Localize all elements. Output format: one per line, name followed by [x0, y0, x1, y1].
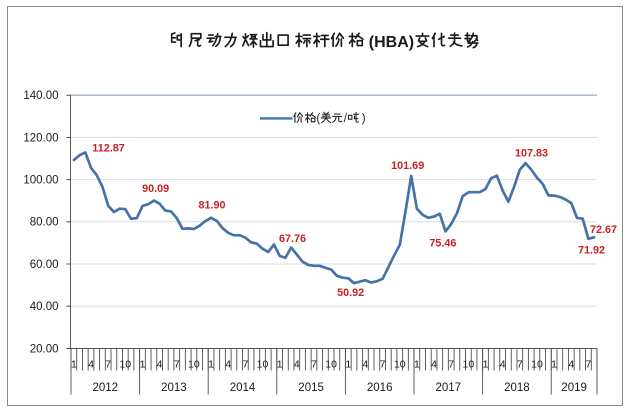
- svg-text:1: 1: [277, 359, 283, 371]
- svg-text:75.46: 75.46: [429, 238, 456, 250]
- svg-text:4: 4: [88, 359, 94, 371]
- svg-text:60.00: 60.00: [30, 259, 59, 271]
- svg-text:71.92: 71.92: [578, 244, 605, 256]
- svg-text:7: 7: [311, 359, 317, 371]
- svg-text:2016: 2016: [367, 382, 393, 394]
- svg-text:120.00: 120.00: [23, 132, 58, 144]
- svg-text:10: 10: [463, 359, 475, 371]
- svg-text:7: 7: [585, 359, 591, 371]
- svg-text:10: 10: [257, 359, 269, 371]
- svg-text:40.00: 40.00: [30, 301, 59, 313]
- svg-text:2017: 2017: [436, 382, 462, 394]
- svg-text:4: 4: [362, 359, 368, 371]
- svg-text:140.00: 140.00: [23, 90, 58, 102]
- svg-text:81.90: 81.90: [198, 200, 225, 212]
- svg-text:7: 7: [517, 359, 523, 371]
- svg-text:7: 7: [174, 359, 180, 371]
- svg-text:1: 1: [140, 359, 146, 371]
- svg-text:2018: 2018: [504, 382, 530, 394]
- svg-text:20.00: 20.00: [30, 343, 59, 355]
- svg-text:10: 10: [325, 359, 337, 371]
- svg-text:7: 7: [105, 359, 111, 371]
- svg-text:72.67: 72.67: [590, 224, 617, 236]
- svg-text:107.83: 107.83: [515, 147, 548, 159]
- svg-text:7: 7: [380, 359, 386, 371]
- svg-text:80.00: 80.00: [30, 217, 59, 229]
- svg-text:4: 4: [294, 359, 300, 371]
- svg-text:/: /: [344, 113, 348, 125]
- svg-text:100.00: 100.00: [23, 175, 58, 187]
- svg-text:1: 1: [208, 359, 214, 371]
- svg-text:7: 7: [448, 359, 454, 371]
- svg-text:4: 4: [431, 359, 437, 371]
- svg-text:90.09: 90.09: [142, 183, 169, 195]
- svg-text:2012: 2012: [93, 382, 119, 394]
- svg-text:1: 1: [414, 359, 420, 371]
- svg-text:10: 10: [119, 359, 131, 371]
- svg-text:4: 4: [157, 359, 163, 371]
- svg-text:7: 7: [242, 359, 248, 371]
- svg-text:): ): [362, 113, 366, 125]
- svg-text:101.69: 101.69: [391, 160, 424, 172]
- svg-text:112.87: 112.87: [92, 142, 124, 154]
- svg-text:(HBA): (HBA): [369, 34, 414, 51]
- svg-text:10: 10: [394, 359, 406, 371]
- svg-text:(: (: [316, 113, 320, 125]
- svg-text:4: 4: [500, 359, 506, 371]
- svg-text:4: 4: [568, 359, 574, 371]
- svg-text:50.92: 50.92: [337, 287, 364, 299]
- svg-text:2014: 2014: [230, 382, 256, 394]
- svg-text:1: 1: [345, 359, 351, 371]
- svg-text:2019: 2019: [561, 382, 587, 394]
- svg-text:2015: 2015: [298, 382, 324, 394]
- svg-text:1: 1: [551, 359, 557, 371]
- svg-text:67.76: 67.76: [279, 233, 306, 245]
- svg-text:10: 10: [188, 359, 200, 371]
- svg-text:1: 1: [71, 359, 77, 371]
- svg-text:2013: 2013: [161, 382, 187, 394]
- svg-text:4: 4: [225, 359, 231, 371]
- svg-text:10: 10: [531, 359, 543, 371]
- svg-text:1: 1: [483, 359, 489, 371]
